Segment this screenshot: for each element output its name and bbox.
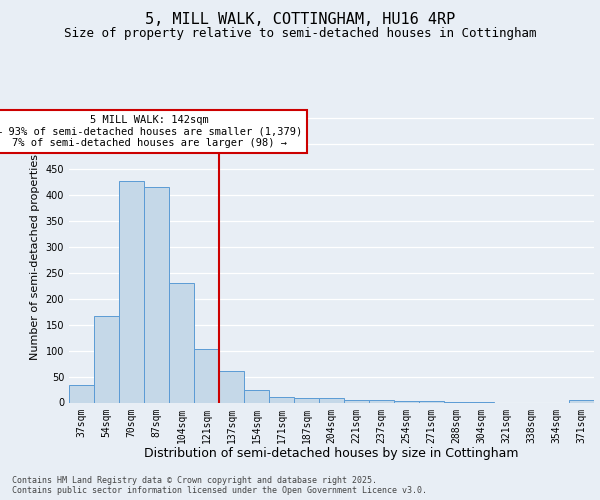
Bar	[69, 386, 94, 402]
Bar	[194, 349, 219, 403]
X-axis label: Distribution of semi-detached houses by size in Cottingham: Distribution of semi-detached houses by …	[144, 447, 519, 460]
Bar	[244, 390, 269, 402]
Bar	[569, 400, 594, 402]
Bar	[269, 398, 294, 402]
Bar	[219, 372, 244, 402]
Bar	[394, 401, 419, 402]
Bar	[294, 398, 319, 402]
Text: 5, MILL WALK, COTTINGHAM, HU16 4RP: 5, MILL WALK, COTTINGHAM, HU16 4RP	[145, 12, 455, 28]
Y-axis label: Number of semi-detached properties: Number of semi-detached properties	[30, 154, 40, 360]
Bar	[119, 182, 144, 402]
Text: 5 MILL WALK: 142sqm
← 93% of semi-detached houses are smaller (1,379)
7% of semi: 5 MILL WALK: 142sqm ← 93% of semi-detach…	[0, 115, 302, 148]
Text: Contains HM Land Registry data © Crown copyright and database right 2025.
Contai: Contains HM Land Registry data © Crown c…	[12, 476, 427, 495]
Bar	[344, 400, 369, 402]
Bar	[369, 400, 394, 402]
Text: Size of property relative to semi-detached houses in Cottingham: Size of property relative to semi-detach…	[64, 28, 536, 40]
Bar	[144, 187, 169, 402]
Bar	[94, 316, 119, 402]
Bar	[319, 398, 344, 402]
Bar	[169, 284, 194, 403]
